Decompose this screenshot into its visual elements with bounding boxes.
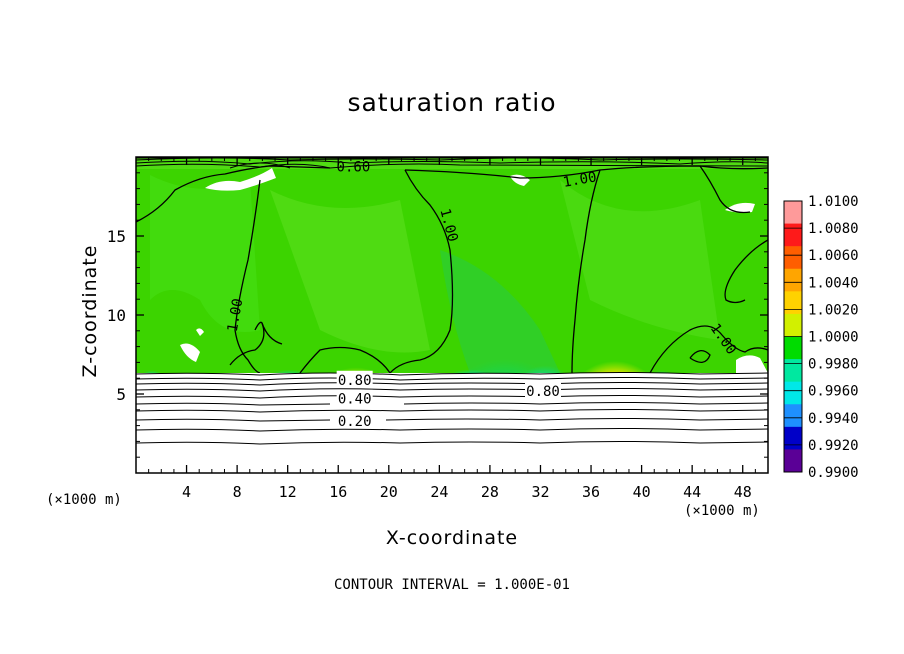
colorbar-swatch: [784, 313, 802, 337]
colorbar-label: 0.9940: [808, 411, 859, 427]
chart-title: saturation ratio: [347, 88, 557, 117]
x-unit-right: (×1000 m): [684, 503, 760, 519]
colorbar-label: 1.0080: [808, 221, 859, 237]
x-tick-label: 32: [531, 483, 549, 501]
contour-label-bg: [336, 411, 373, 428]
colorbar-label: 1.0040: [808, 275, 859, 291]
colorbar-swatch: [784, 404, 802, 428]
colorbar-swatch: [784, 246, 802, 270]
colorbar-label: 1.0000: [808, 330, 859, 346]
colorbar-label: 1.0100: [808, 194, 859, 210]
colorbar-swatch: [784, 201, 802, 225]
y-tick-label: 5: [116, 385, 126, 404]
contour-labels: 0.800.400.200.801.001.001.001.000.60: [225, 159, 739, 430]
colorbar-label: 0.9900: [808, 465, 859, 481]
contours-lower: [135, 372, 769, 445]
colorbar: 1.0100 1.0080 1.0060 1.0040 1.0020 1.0000 0.99…: [783, 194, 859, 481]
contour-label: 0.80: [526, 384, 560, 400]
colorbar-swatch: [784, 449, 802, 473]
colorbar-label: 0.9980: [808, 357, 859, 373]
colorbar-label: 1.0020: [808, 302, 859, 318]
y-tick-label: 10: [107, 306, 126, 325]
x-axis-label: X-coordinate: [385, 527, 519, 549]
x-tick-label: 12: [279, 483, 297, 501]
contours-upper: [136, 165, 768, 373]
contour-label-bg: [525, 381, 562, 398]
colorbar-swatch: [784, 426, 802, 450]
x-tick-label: 16: [329, 483, 347, 501]
contour-label: 0.80: [338, 373, 372, 389]
contour-label: 1.00: [225, 297, 247, 333]
contours-top: [135, 157, 769, 169]
contour-label: 0.20: [338, 414, 372, 430]
colorbar-label: 0.9960: [808, 384, 859, 400]
x-tick-label: 8: [233, 483, 242, 501]
y-axis-label: Z-coordinate: [79, 244, 101, 378]
x-axis: 4 8 12 16 20 24 28 32 36 40 44 48: [148, 157, 756, 501]
saturation-field: [136, 157, 768, 373]
colorbar-swatch: [784, 268, 802, 292]
contour-interval-note: CONTOUR INTERVAL = 1.000E-01: [333, 577, 570, 593]
x-tick-label: 40: [633, 483, 651, 501]
colorbar-swatch: [784, 336, 802, 360]
y-axis: 5 10 15: [107, 172, 768, 458]
x-tick-label: 20: [380, 483, 398, 501]
contour-label: 1.00: [562, 169, 598, 191]
colorbar-label: 0.9920: [808, 438, 859, 454]
x-tick-label: 28: [481, 483, 499, 501]
colorbar-label: 1.0060: [808, 248, 859, 264]
colorbar-swatch: [784, 359, 802, 383]
x-tick-label: 36: [582, 483, 600, 501]
contour-label-bg: [336, 389, 373, 406]
x-tick-label: 44: [683, 483, 701, 501]
contour-label: 0.60: [337, 159, 371, 175]
x-tick-label: 4: [182, 483, 191, 501]
colorbar-swatch: [784, 291, 802, 315]
contour-label: 0.40: [338, 392, 372, 408]
x-unit-left: (×1000 m): [46, 492, 122, 508]
y-tick-label: 15: [107, 227, 126, 246]
contour-label-bg: [336, 370, 373, 387]
x-tick-label: 48: [734, 483, 752, 501]
colorbar-swatch: [784, 223, 802, 247]
x-tick-label: 24: [430, 483, 448, 501]
colorbar-swatch: [784, 381, 802, 405]
